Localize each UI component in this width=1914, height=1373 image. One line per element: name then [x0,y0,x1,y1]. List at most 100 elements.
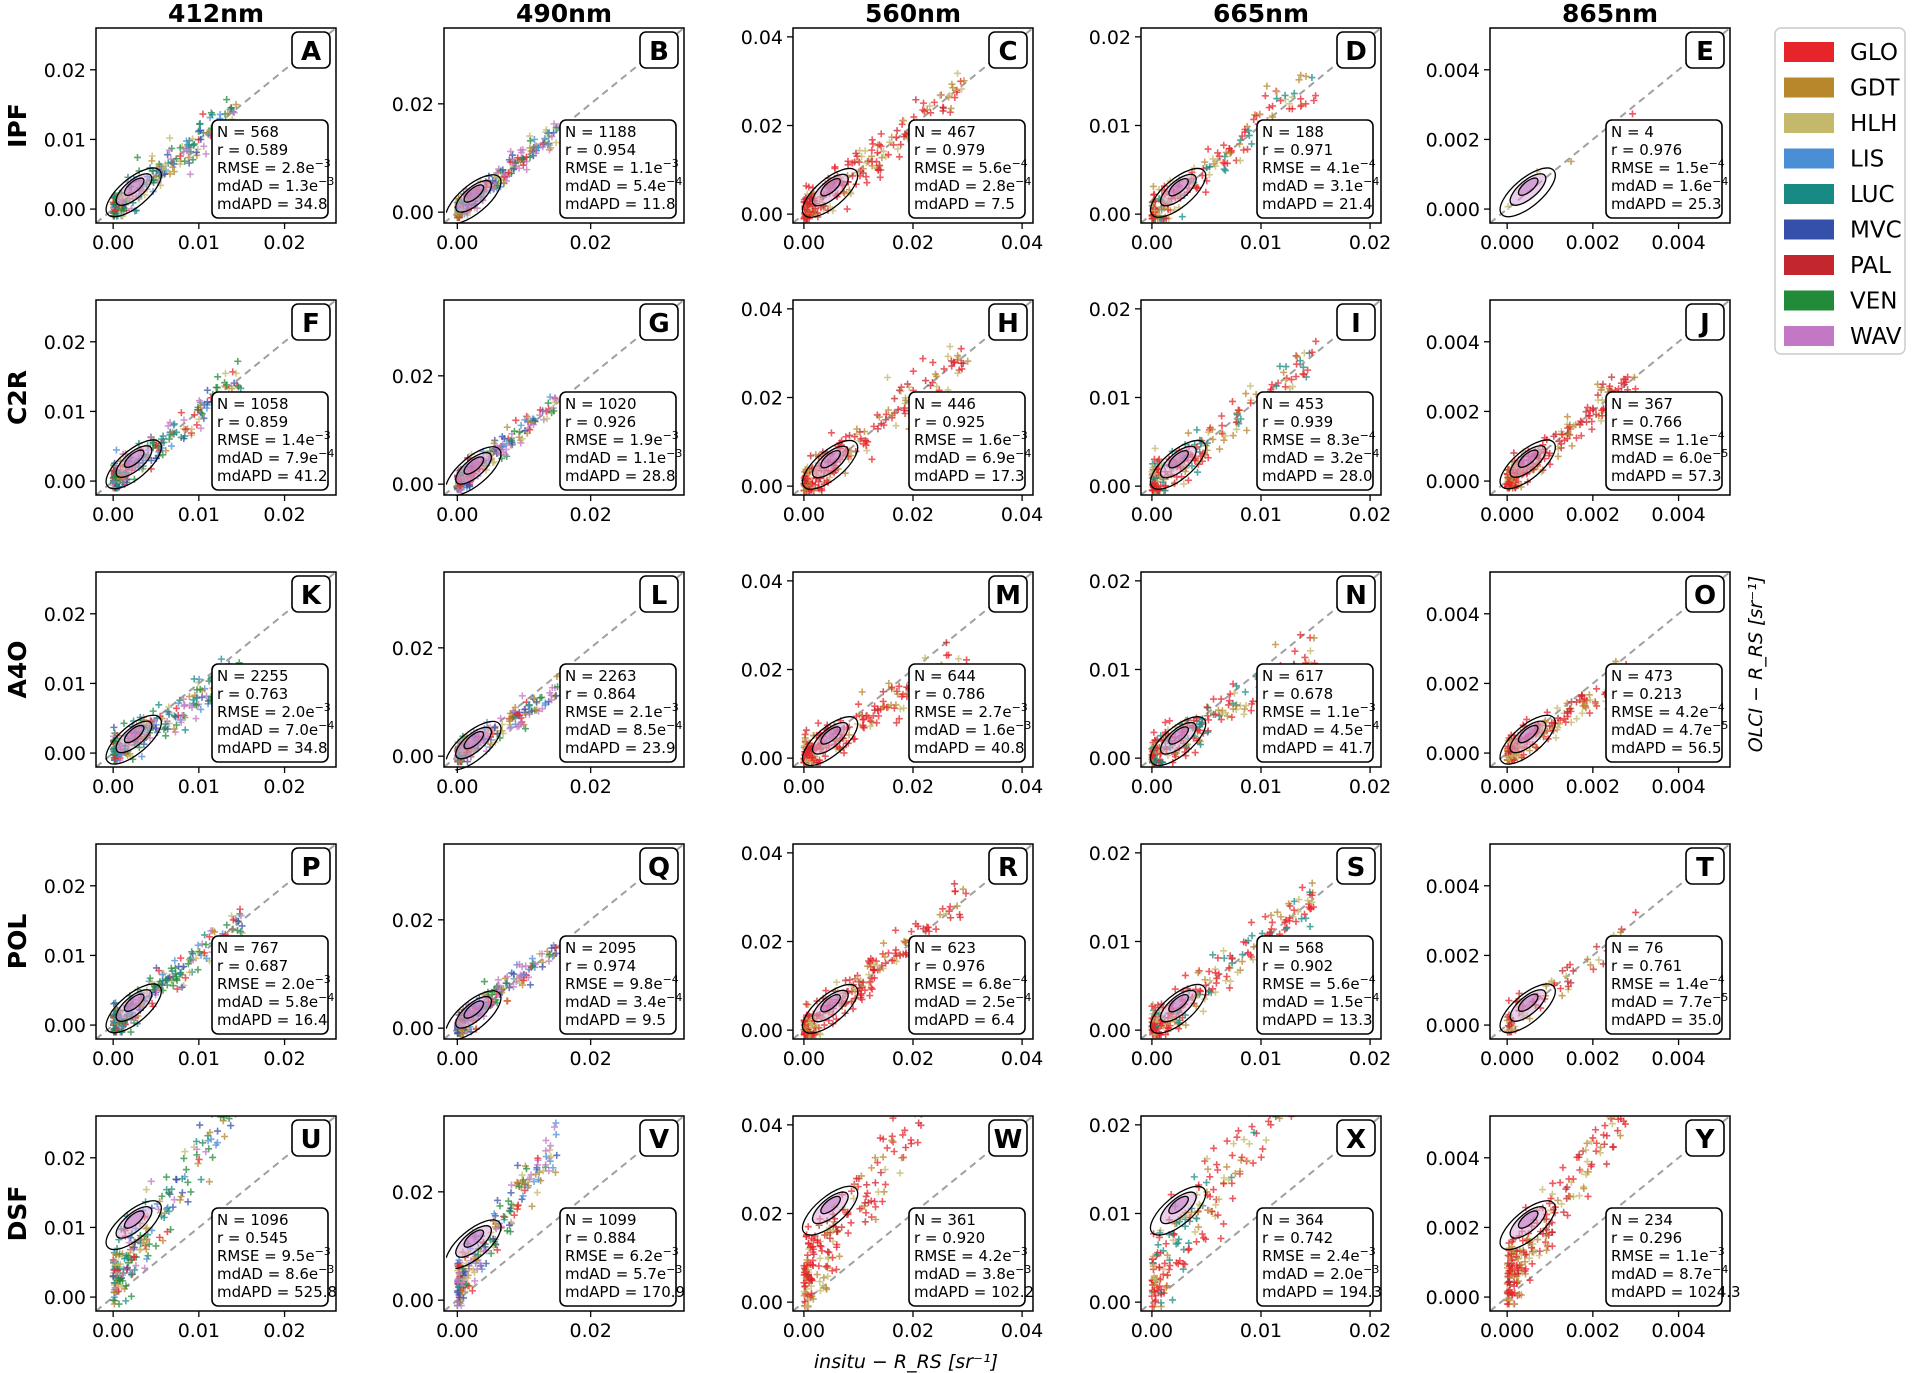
point [1548,977,1556,985]
point [1508,751,1516,759]
point [490,986,498,994]
point [224,1093,231,1100]
point [111,1279,119,1287]
point [132,1262,140,1270]
stat-line: r = 0.976 [914,957,985,975]
x-tick-label: 0.004 [1651,232,1705,254]
point [171,957,179,965]
point [224,110,232,118]
point [187,1188,195,1196]
x-tick-label: 0.02 [1349,232,1391,254]
point [827,429,835,437]
point [1269,102,1277,110]
point [544,129,552,137]
point [503,423,511,431]
point [884,406,892,414]
point [924,923,932,931]
point [1215,712,1223,720]
point [1217,716,1225,724]
stat-line: mdAPD = 6.4 [914,1011,1015,1029]
point [167,155,175,163]
point [960,77,968,85]
point [1171,985,1179,993]
point [540,416,548,424]
y-tick-label: 0.02 [1089,27,1131,49]
panel-letter-box [988,575,1028,613]
point [947,104,955,112]
point [156,1233,164,1241]
point [162,732,170,740]
stat-label: RMSE = [1611,431,1675,449]
point [1222,149,1230,157]
point [859,716,867,724]
point [114,1274,122,1282]
point [859,723,867,731]
point [884,949,892,957]
point [186,149,194,157]
point [164,1204,172,1212]
y-tick-label: 0.00 [44,743,86,765]
point [193,1151,201,1159]
point [127,1028,135,1036]
y-tick-label: 0.002 [1426,945,1480,967]
plot-frame [1489,571,1731,768]
point [119,1022,127,1030]
point [1267,925,1275,933]
stat-value: −4 [1363,991,1379,1004]
stat-value: −4 [666,991,682,1004]
stat-line: r = 0.589 [217,141,288,159]
stat-value: 0.761 [1639,957,1682,975]
point [192,954,200,962]
x-tick-label: 0.02 [570,232,612,254]
stat-line: RMSE = 2.0e−3 [217,701,331,721]
point [1182,1021,1190,1029]
point [1505,479,1513,487]
point [170,712,178,720]
stat-value: 5.4e [633,177,666,195]
point [826,203,834,211]
stat-value: −4 [1709,157,1725,170]
point [950,880,958,888]
point [831,163,839,171]
stat-line: mdAD = 5.4e−4 [565,175,682,195]
point [209,1153,217,1161]
x-tick-label: 0.00 [783,776,825,798]
point [159,971,167,979]
stat-value: 56.5 [1688,739,1721,757]
point [512,978,520,986]
point [851,986,859,994]
stat-label: mdAPD = [1611,467,1688,485]
point [1228,955,1236,963]
point [1523,715,1531,723]
point [1282,376,1290,384]
point [1599,380,1607,388]
point [1582,408,1590,416]
point [202,150,210,158]
point [192,715,200,723]
stat-value: 1.6e [978,431,1011,449]
point [230,379,238,387]
point [1202,188,1210,196]
point [182,974,190,982]
point [110,1257,118,1265]
point [948,362,956,370]
stat-value: 7.5 [991,195,1015,213]
stat-value: −4 [666,175,682,188]
point [893,719,901,727]
y-tick-label: 0.01 [44,673,86,695]
point [1286,914,1294,922]
point [232,101,240,109]
point [533,706,541,714]
y-tick-label: 0.02 [1089,843,1131,865]
point [1241,125,1249,133]
y-tick-label: 0.02 [741,116,783,138]
point [110,200,118,208]
stat-label: N = [914,667,947,685]
stat-line: r = 0.902 [1262,957,1333,975]
stat-value: 7.0e [285,721,318,739]
